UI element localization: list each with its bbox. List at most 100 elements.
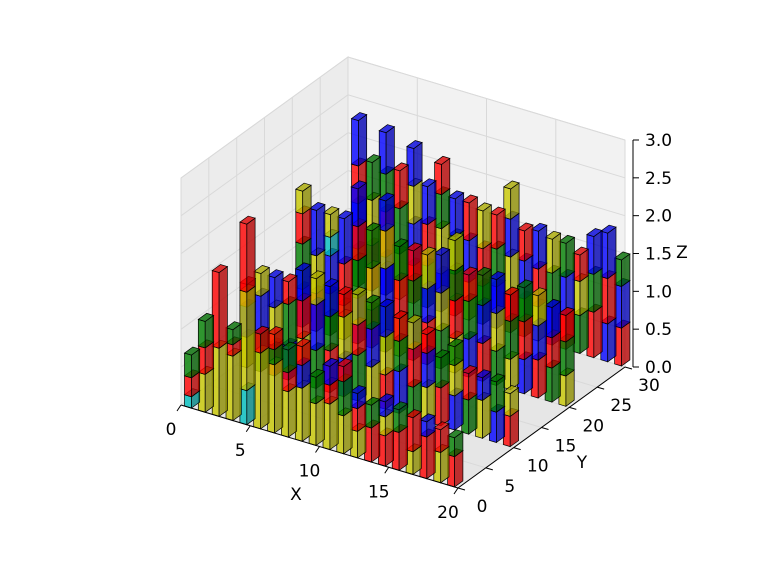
bar-30-17 [586, 228, 603, 359]
bar-segment-side [371, 421, 381, 463]
bar-segment [197, 318, 206, 349]
bar-segment-top [280, 341, 298, 351]
y-tick-label: 10 [527, 457, 549, 477]
bar-20-14 [488, 271, 506, 387]
y-tick-label: 20 [582, 416, 604, 436]
bar-segment-top [461, 266, 479, 276]
bar-segment-top [225, 321, 243, 331]
bar-0-14 [377, 393, 395, 467]
bar-segment-side [468, 294, 478, 341]
bar-segment-top [558, 307, 575, 316]
x-tick-mark [245, 425, 251, 433]
bar-segment-top [600, 224, 617, 234]
y-tick-mark [541, 427, 549, 430]
bars-group [183, 112, 631, 488]
bar-segment-side [440, 248, 450, 294]
bar-segment-top [391, 401, 409, 411]
bar-20-19 [558, 307, 575, 407]
bar-segment-top [461, 194, 479, 204]
bar-0-9 [308, 368, 326, 447]
bar-segment-side [523, 353, 534, 395]
bar-segment-top [336, 210, 354, 220]
bar-segment-side [565, 335, 575, 377]
bar-20-16 [516, 279, 534, 395]
bar-segment-side [371, 322, 381, 368]
bar-segment-top [364, 222, 382, 232]
bar-segment-top [586, 228, 603, 237]
bar-segment-side [398, 425, 408, 472]
bar-10-10 [377, 298, 395, 410]
z-tick-label: 3.0 [645, 131, 672, 151]
bar-0-1 [197, 312, 215, 413]
bar-segment-side [385, 224, 395, 270]
bar-segment-top [503, 180, 520, 190]
bar-0-13 [363, 396, 381, 463]
y-tick-label: 15 [555, 437, 577, 457]
x-tick-label: 0 [166, 420, 177, 440]
y-tick-mark [457, 487, 466, 491]
bar-segment-top [516, 222, 534, 232]
bar-segment-side [413, 179, 423, 225]
bar-segment-side [482, 393, 492, 439]
bar-segment-side [510, 212, 520, 258]
z-tick-label: 0.5 [645, 320, 672, 340]
bar-segment-top [378, 192, 395, 202]
bar-0-18 [433, 421, 450, 484]
z-tick-label: 2.0 [645, 207, 672, 227]
bar-segment-side [316, 203, 326, 257]
bar-0-7 [280, 341, 298, 438]
bar-segment-side [593, 229, 603, 276]
bar-segment-top [475, 202, 493, 212]
bar-segment-side [343, 310, 353, 360]
bar-segment [184, 352, 192, 379]
bar-segment-side [496, 208, 506, 250]
bar-segment-top [322, 278, 340, 288]
bar-segment-top [266, 326, 284, 335]
y-tick-mark [569, 406, 577, 410]
bar-segment-side [607, 317, 617, 363]
bar-segment-side [343, 409, 353, 455]
bar-segment-top [252, 325, 270, 335]
bar-30-19 [613, 251, 631, 367]
bar-segment-side [537, 353, 547, 399]
bar-20-18 [544, 299, 562, 403]
bar-segment-top [280, 273, 298, 283]
bar-segment-top [516, 279, 534, 289]
bar-segment-top [308, 270, 326, 280]
bar-segment-top [308, 368, 326, 378]
bar-segment-top [377, 393, 395, 403]
bar-segment-side [218, 265, 228, 349]
bar-segment-top [489, 206, 506, 216]
bar-segment-top [544, 230, 562, 240]
x-tick-mark [453, 487, 459, 495]
bar-segment-top [392, 162, 410, 172]
bar-segment-side [246, 217, 256, 293]
bar-segment-top [267, 269, 284, 279]
bar-segment-side [454, 389, 464, 431]
bar-segment-top [460, 365, 478, 374]
x-tick-label: 15 [368, 482, 390, 502]
z-tick-label: 2.5 [645, 169, 672, 189]
bar-20-17 [530, 287, 548, 399]
bar-segment-top [350, 286, 367, 296]
bar-segment-side [246, 285, 256, 392]
bar-segment-top [253, 265, 271, 274]
bar-segment-top [405, 409, 423, 419]
bar-segment-side [246, 383, 256, 426]
bar-segment-top [530, 222, 548, 232]
bar-segment-side [399, 164, 409, 210]
bar-segment-top [419, 246, 437, 256]
bar-segment-side [440, 286, 450, 332]
bar-segment-top [446, 429, 464, 439]
bar-segment-top [558, 234, 576, 244]
bar-segment-top [433, 421, 450, 431]
bar-segment-top [447, 338, 464, 348]
bar-segment-side [607, 271, 617, 325]
bar-segment-top [211, 264, 229, 273]
bar-0-0 [183, 346, 201, 409]
bar-10-17 [474, 369, 492, 439]
bar-segment-top [308, 202, 326, 211]
bar-segment [239, 221, 248, 293]
bar-10-18 [488, 373, 506, 444]
bar-segment-side [593, 305, 603, 359]
